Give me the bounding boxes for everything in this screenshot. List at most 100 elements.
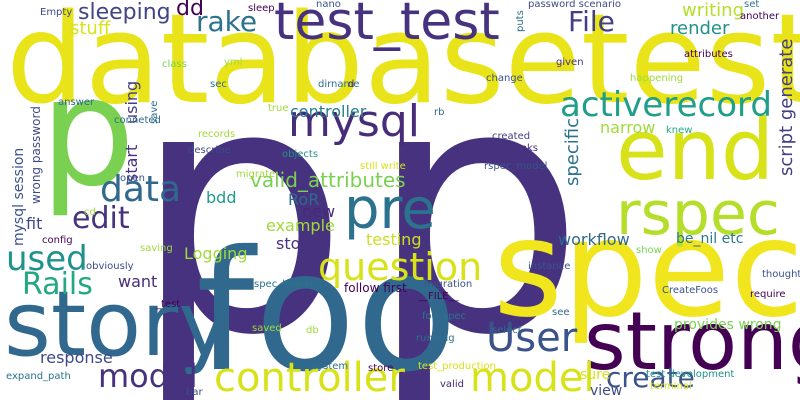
cloud-word: spec: [493, 191, 800, 347]
cloud-word: bar: [186, 387, 203, 398]
cloud-word: attributes: [684, 49, 733, 60]
cloud-word: rspec: [616, 179, 780, 249]
cloud-word: story: [4, 272, 232, 377]
cloud-word: dd: [176, 0, 204, 21]
cloud-word: thought: [762, 269, 800, 280]
cloud-word: sure: [580, 367, 611, 383]
cloud-word: cd: [84, 207, 96, 218]
cloud-word: system: [312, 361, 349, 372]
cloud-word: User: [486, 315, 578, 361]
cloud-word: created: [492, 131, 531, 142]
cloud-word: want: [118, 272, 158, 291]
cloud-word: p: [368, 12, 586, 400]
cloud-word: render: [670, 18, 730, 39]
cloud-word: script generate: [776, 38, 797, 176]
cloud-word: bdd: [206, 188, 237, 207]
cloud-word: model: [98, 357, 198, 395]
cloud-word: objects: [282, 149, 319, 160]
cloud-word: be_nil etc: [676, 231, 744, 247]
cloud-word: rb: [434, 107, 445, 118]
cloud-word: class: [162, 59, 187, 70]
cloud-word: puts: [515, 10, 526, 32]
cloud-word: workflow: [558, 230, 630, 249]
cloud-word: terminal: [650, 381, 692, 392]
cloud-word: fit: [26, 214, 43, 233]
cloud-word: expand_path: [6, 371, 71, 382]
cloud-word: show: [636, 245, 662, 256]
cloud-word: config: [42, 235, 73, 246]
cloud-word: test_production: [418, 361, 496, 372]
cloud-word: testing: [366, 230, 422, 249]
cloud-word: provides wrong: [674, 317, 782, 333]
cloud-word: narrow: [600, 118, 656, 137]
cloud-word: describe: [188, 145, 231, 156]
cloud-word: data: [100, 169, 182, 210]
cloud-word: _test: [156, 299, 181, 310]
cloud-word: example: [266, 216, 335, 235]
cloud-word: happening: [630, 73, 684, 84]
cloud-word: databasetest: [6, 0, 800, 132]
cloud-word: view: [590, 383, 623, 399]
cloud-word: another: [740, 11, 780, 22]
cloud-word: __FILE__: [418, 291, 459, 302]
cloud-word: question: [318, 245, 483, 289]
cloud-word: valid: [440, 379, 464, 390]
cloud-word: RoR: [288, 190, 320, 209]
cloud-word: test_test: [274, 0, 500, 52]
cloud-word: Logging: [184, 244, 248, 263]
cloud-word: spec_helper: [254, 279, 315, 290]
cloud-word: running: [416, 333, 455, 344]
cloud-word: obviously: [86, 261, 134, 272]
cloud-word: true: [268, 103, 289, 114]
cloud-word: writing: [682, 0, 745, 21]
cloud-word: rspec_model: [484, 161, 548, 172]
cloud-word: rake: [196, 5, 258, 38]
cloud-word: set: [744, 0, 760, 10]
cloud-word: mysql session: [11, 147, 27, 246]
cloud-word: controller: [214, 355, 405, 400]
cloud-word: strong: [584, 295, 800, 388]
cloud-word: Rails: [22, 267, 93, 302]
cloud-word: foo_spec: [422, 311, 466, 322]
cloud-word: conneted: [114, 115, 161, 126]
cloud-word: CreateFoos: [662, 285, 719, 296]
cloud-word: stories: [276, 234, 330, 253]
cloud-word: controller: [290, 102, 367, 121]
cloud-word: specific: [562, 117, 583, 186]
cloud-word: used: [6, 239, 88, 279]
cloud-word: saved: [252, 323, 282, 334]
cloud-word: valid_attributes: [250, 168, 406, 192]
cloud-word: saving: [140, 243, 173, 254]
cloud-word: sec: [210, 79, 227, 90]
cloud-word: answer: [58, 97, 95, 108]
cloud-word: d: [348, 79, 355, 90]
cloud-word: looks: [512, 143, 539, 154]
cloud-word: activerecord: [560, 85, 772, 125]
cloud-word: p: [40, 46, 136, 220]
cloud-word: still write: [360, 161, 406, 172]
cloud-word: test development: [646, 369, 735, 380]
cloud-word: migrate: [236, 169, 276, 180]
cloud-word: see: [552, 307, 570, 318]
cloud-word: yml: [224, 57, 243, 68]
cloud-word: edit: [72, 201, 130, 236]
cloud-word: knew: [666, 125, 693, 136]
cloud-word: p: [132, 12, 350, 400]
cloud-word: model: [470, 355, 595, 400]
cloud-word: Empty: [40, 7, 73, 18]
cloud-word: create: [606, 361, 695, 394]
cloud-word: store: [368, 363, 394, 374]
cloud-word: pre: [344, 177, 436, 242]
cloud-word: foo: [196, 216, 458, 400]
cloud-word: instance: [528, 261, 571, 272]
cloud-word: File: [568, 5, 615, 38]
cloud-word: dirname: [318, 79, 360, 90]
cloud-word: migration: [424, 279, 473, 290]
cloud-word: select: [492, 325, 522, 336]
cloud-word: db: [306, 325, 319, 336]
cloud-word: given: [556, 57, 584, 68]
cloud-word: response: [40, 348, 113, 367]
cloud-word: end: [616, 101, 775, 199]
cloud-word: new: [302, 202, 336, 221]
